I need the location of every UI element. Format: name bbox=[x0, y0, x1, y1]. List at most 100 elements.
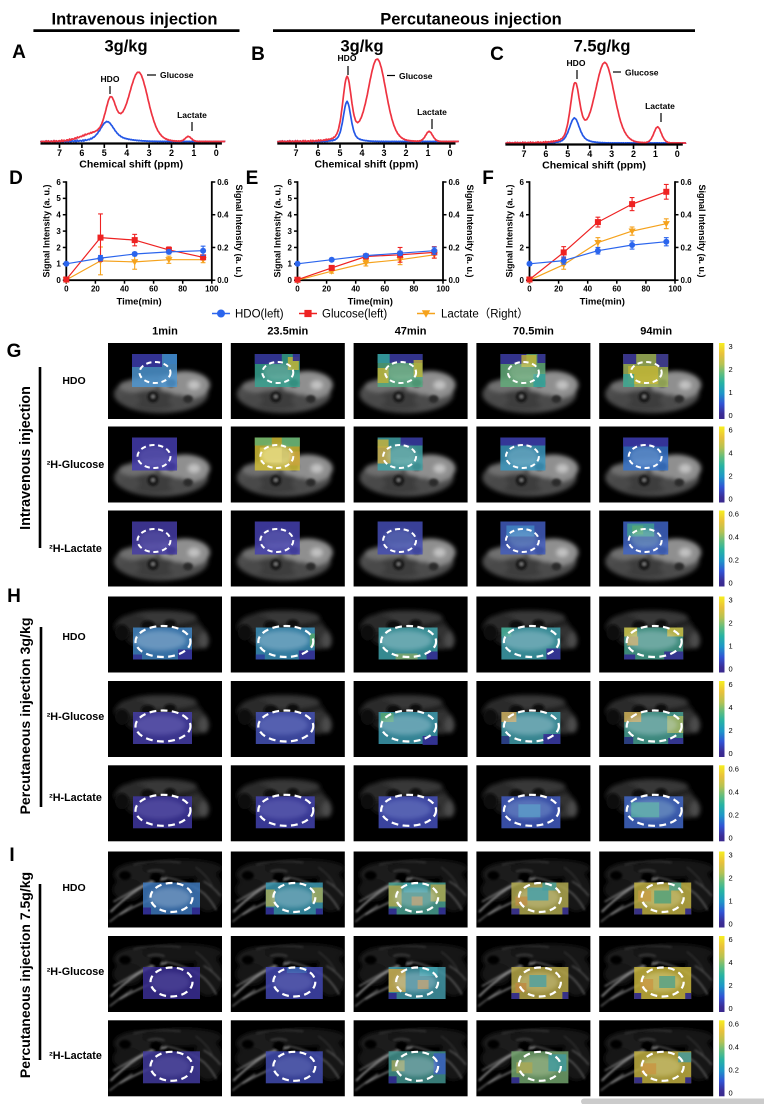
svg-text:100: 100 bbox=[668, 285, 682, 294]
svg-text:Glucose: Glucose bbox=[399, 71, 433, 81]
svg-text:2: 2 bbox=[403, 148, 408, 158]
svg-text:Signal Intensity (a. u.): Signal Intensity (a. u.) bbox=[505, 184, 515, 277]
svg-text:100: 100 bbox=[436, 285, 450, 294]
svg-text:0.2: 0.2 bbox=[729, 1065, 739, 1074]
svg-text:0: 0 bbox=[729, 833, 733, 842]
svg-text:0.2: 0.2 bbox=[449, 243, 461, 252]
svg-text:5: 5 bbox=[288, 194, 293, 203]
svg-text:B: B bbox=[251, 44, 265, 65]
svg-text:0.4: 0.4 bbox=[449, 211, 461, 220]
svg-text:G: G bbox=[7, 341, 22, 362]
svg-text:1: 1 bbox=[653, 149, 658, 159]
svg-text:3g/kg: 3g/kg bbox=[104, 38, 147, 56]
svg-text:A: A bbox=[12, 42, 26, 63]
svg-text:Signal Intensity (a. u.): Signal Intensity (a. u.) bbox=[41, 184, 51, 277]
svg-text:3: 3 bbox=[729, 596, 733, 605]
svg-text:0: 0 bbox=[520, 276, 525, 285]
svg-text:Percutaneous injection 3g/kg: Percutaneous injection 3g/kg bbox=[18, 617, 34, 814]
svg-text:3: 3 bbox=[147, 148, 152, 158]
svg-text:80: 80 bbox=[409, 285, 418, 294]
svg-text:1: 1 bbox=[288, 260, 293, 269]
svg-text:40: 40 bbox=[583, 285, 592, 294]
svg-text:2: 2 bbox=[729, 472, 733, 481]
svg-text:1min: 1min bbox=[152, 326, 178, 338]
svg-text:6: 6 bbox=[729, 680, 733, 689]
svg-text:Time(min): Time(min) bbox=[580, 297, 625, 308]
svg-text:4: 4 bbox=[729, 449, 733, 458]
svg-text:Time(min): Time(min) bbox=[348, 297, 393, 308]
svg-text:0: 0 bbox=[447, 148, 452, 158]
svg-text:I: I bbox=[9, 845, 14, 866]
svg-text:7: 7 bbox=[521, 149, 526, 159]
svg-text:0: 0 bbox=[729, 495, 733, 504]
svg-text:6: 6 bbox=[56, 178, 61, 187]
svg-text:6: 6 bbox=[315, 148, 320, 158]
svg-text:0.2: 0.2 bbox=[217, 243, 229, 252]
svg-text:HDO: HDO bbox=[62, 375, 85, 387]
svg-text:1: 1 bbox=[191, 148, 196, 158]
svg-text:80: 80 bbox=[641, 285, 650, 294]
svg-text:3: 3 bbox=[288, 227, 293, 236]
svg-text:0: 0 bbox=[729, 579, 733, 588]
svg-text:40: 40 bbox=[351, 285, 360, 294]
svg-text:0.2: 0.2 bbox=[729, 810, 739, 819]
svg-text:Chemical shift (ppm): Chemical shift (ppm) bbox=[542, 160, 646, 172]
svg-text:Time(min): Time(min) bbox=[116, 297, 161, 308]
svg-text:100: 100 bbox=[205, 285, 219, 294]
svg-text:²H-Lactate: ²H-Lactate bbox=[49, 792, 102, 804]
svg-text:²H-Glucose: ²H-Glucose bbox=[47, 711, 105, 723]
svg-text:4: 4 bbox=[359, 148, 364, 158]
svg-text:0: 0 bbox=[729, 920, 733, 929]
svg-text:7.5g/kg: 7.5g/kg bbox=[574, 38, 631, 56]
svg-text:6: 6 bbox=[520, 178, 525, 187]
svg-text:3: 3 bbox=[729, 342, 733, 351]
svg-text:0: 0 bbox=[64, 285, 69, 294]
svg-text:3: 3 bbox=[609, 149, 614, 159]
svg-text:Intravenous injection: Intravenous injection bbox=[52, 11, 218, 29]
svg-text:0: 0 bbox=[729, 1088, 733, 1097]
svg-text:0: 0 bbox=[56, 276, 61, 285]
svg-text:Percutaneous injection 7.5g/kg: Percutaneous injection 7.5g/kg bbox=[17, 872, 33, 1078]
svg-text:H: H bbox=[7, 586, 21, 607]
svg-text:0: 0 bbox=[295, 285, 300, 294]
svg-text:0: 0 bbox=[288, 276, 293, 285]
svg-text:2: 2 bbox=[169, 148, 174, 158]
svg-text:80: 80 bbox=[178, 285, 187, 294]
svg-text:0.0: 0.0 bbox=[449, 276, 461, 285]
svg-text:HDO: HDO bbox=[338, 53, 357, 63]
svg-text:0.4: 0.4 bbox=[217, 211, 229, 220]
svg-text:47min: 47min bbox=[395, 326, 427, 338]
svg-text:2: 2 bbox=[729, 874, 733, 883]
svg-text:60: 60 bbox=[612, 285, 621, 294]
svg-text:0.4: 0.4 bbox=[729, 1042, 739, 1051]
svg-text:Signal Intensity (a. u.): Signal Intensity (a. u.) bbox=[273, 184, 283, 277]
svg-text:D: D bbox=[9, 168, 23, 189]
svg-text:0: 0 bbox=[729, 411, 733, 420]
svg-text:HDO(left): HDO(left) bbox=[235, 309, 284, 321]
svg-text:0.0: 0.0 bbox=[217, 276, 229, 285]
svg-text:0: 0 bbox=[527, 285, 532, 294]
svg-text:0.6: 0.6 bbox=[729, 1019, 739, 1028]
svg-text:Glucose(left): Glucose(left) bbox=[322, 309, 387, 321]
svg-text:2: 2 bbox=[729, 619, 733, 628]
svg-text:0.0: 0.0 bbox=[681, 276, 693, 285]
svg-text:1: 1 bbox=[425, 148, 430, 158]
svg-text:94min: 94min bbox=[640, 326, 672, 338]
svg-text:23.5min: 23.5min bbox=[267, 326, 308, 338]
svg-text:Signal Intensity (a. u.): Signal Intensity (a. u.) bbox=[465, 184, 475, 277]
svg-text:Signal Intensity (a. u.): Signal Intensity (a. u.) bbox=[697, 184, 707, 277]
svg-text:4: 4 bbox=[587, 149, 592, 159]
svg-text:Intravenous injection: Intravenous injection bbox=[18, 386, 34, 530]
svg-text:70.5min: 70.5min bbox=[513, 326, 554, 338]
svg-text:3: 3 bbox=[381, 148, 386, 158]
svg-text:4: 4 bbox=[288, 211, 293, 220]
svg-text:20: 20 bbox=[322, 285, 331, 294]
svg-text:2: 2 bbox=[729, 365, 733, 374]
svg-text:²H-Glucose: ²H-Glucose bbox=[47, 459, 105, 471]
svg-text:E: E bbox=[246, 168, 259, 189]
svg-text:2: 2 bbox=[729, 726, 733, 735]
svg-text:2: 2 bbox=[288, 243, 293, 252]
svg-text:0: 0 bbox=[675, 149, 680, 159]
svg-text:0.6: 0.6 bbox=[217, 178, 229, 187]
svg-text:²H-Lactate: ²H-Lactate bbox=[49, 543, 102, 555]
